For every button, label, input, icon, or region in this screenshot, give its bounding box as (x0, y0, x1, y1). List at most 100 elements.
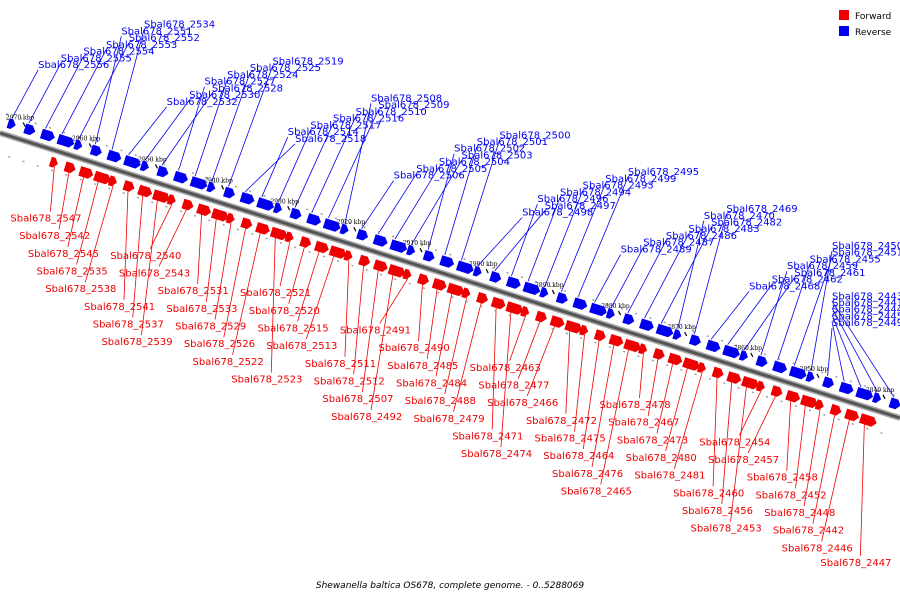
forward-gene-arrow[interactable] (593, 329, 606, 341)
reverse-gene-arrow[interactable] (206, 181, 216, 193)
reverse-gene-arrow[interactable] (772, 360, 787, 374)
reverse-gene-label[interactable]: Sbal678_2489 (621, 244, 692, 255)
forward-gene-arrow[interactable] (858, 413, 877, 427)
reverse-gene-arrow[interactable] (822, 376, 834, 389)
reverse-gene-label[interactable]: Sbal678_2509 (378, 100, 449, 111)
reverse-gene-arrow[interactable] (805, 371, 815, 382)
forward-gene-arrow[interactable] (152, 189, 170, 203)
forward-gene-label[interactable]: Sbal678_2541 (84, 302, 155, 313)
forward-gene-label[interactable]: Sbal678_2523 (231, 374, 302, 385)
forward-gene-arrow[interactable] (78, 166, 94, 179)
forward-gene-arrow[interactable] (461, 287, 471, 299)
reverse-gene-label[interactable]: Sbal678_2501 (477, 137, 548, 148)
reverse-gene-label[interactable]: Sbal678_2497 (545, 201, 616, 212)
forward-gene-arrow[interactable] (476, 292, 488, 304)
forward-gene-label[interactable]: Sbal678_2488 (405, 396, 476, 407)
reverse-gene-arrow[interactable] (23, 123, 36, 136)
reverse-gene-arrow[interactable] (189, 176, 208, 190)
gene-labels[interactable]: Sbal678_2556Sbal678_2555Sbal678_2554Sbal… (10, 20, 900, 569)
reverse-gene-arrow[interactable] (123, 155, 141, 169)
reverse-gene-label[interactable]: Sbal678_2525 (250, 63, 321, 74)
forward-gene-label[interactable]: Sbal678_2478 (599, 400, 670, 411)
forward-gene-label[interactable]: Sbal678_2513 (266, 341, 337, 352)
reverse-gene-label[interactable]: Sbal678_2534 (144, 20, 215, 31)
reverse-gene-arrow[interactable] (655, 323, 674, 338)
forward-gene-arrow[interactable] (564, 320, 582, 334)
forward-gene-label[interactable]: Sbal678_2492 (331, 412, 402, 423)
reverse-gene-arrow[interactable] (389, 239, 408, 253)
forward-gene-label[interactable]: Sbal678_2465 (561, 486, 632, 497)
forward-gene-arrow[interactable] (137, 184, 153, 198)
reverse-gene-arrow[interactable] (239, 192, 255, 205)
reverse-gene-label[interactable]: Sbal678_2506 (394, 171, 465, 182)
forward-gene-label[interactable]: Sbal678_2511 (305, 359, 376, 370)
reverse-gene-label[interactable]: Sbal678_2482 (711, 218, 782, 229)
forward-gene-label[interactable]: Sbal678_2446 (782, 543, 853, 554)
reverse-gene-label[interactable]: Sbal678_2514 (288, 127, 359, 138)
reverse-gene-label[interactable]: Sbal678_2495 (628, 167, 699, 178)
reverse-gene-label[interactable]: Sbal678_2487 (643, 238, 714, 249)
forward-gene-label[interactable]: Sbal678_2442 (773, 526, 844, 537)
reverse-gene-label[interactable]: Sbal678_2519 (272, 56, 343, 67)
reverse-gene-label[interactable]: Sbal678_2555 (61, 53, 132, 64)
reverse-gene-label[interactable]: Sbal678_2499 (605, 174, 676, 185)
reverse-gene-arrow[interactable] (439, 255, 455, 268)
forward-gene-label[interactable]: Sbal678_2452 (755, 490, 826, 501)
reverse-gene-arrow[interactable] (672, 329, 682, 340)
reverse-gene-arrow[interactable] (705, 339, 721, 353)
reverse-gene-label[interactable]: Sbal678_2450 (832, 241, 900, 252)
forward-gene-label[interactable]: Sbal678_2467 (608, 418, 679, 429)
forward-gene-label[interactable]: Sbal678_2542 (19, 231, 90, 242)
forward-gene-arrow[interactable] (166, 194, 176, 205)
forward-gene-label[interactable]: Sbal678_2520 (249, 306, 320, 317)
reverse-gene-label[interactable]: Sbal678_2496 (537, 194, 608, 205)
forward-gene-arrow[interactable] (417, 273, 429, 285)
forward-gene-arrow[interactable] (63, 161, 76, 174)
reverse-gene-arrow[interactable] (505, 276, 521, 289)
reverse-gene-label[interactable]: Sbal678_2498 (522, 208, 593, 219)
reverse-gene-arrow[interactable] (722, 344, 740, 359)
reverse-gene-arrow[interactable] (572, 297, 588, 310)
forward-gene-arrow[interactable] (652, 348, 665, 360)
forward-gene-label[interactable]: Sbal678_2521 (240, 288, 311, 299)
forward-gene-arrow[interactable] (328, 245, 347, 259)
reverse-gene-arrow[interactable] (56, 134, 75, 148)
forward-gene-label[interactable]: Sbal678_2480 (626, 453, 697, 464)
reverse-gene-label[interactable]: Sbal678_2530 (189, 90, 260, 101)
reverse-gene-arrow[interactable] (39, 128, 55, 142)
forward-gene-arrow[interactable] (299, 236, 312, 248)
forward-gene-label[interactable]: Sbal678_2472 (526, 416, 597, 427)
reverse-gene-label[interactable]: Sbal678_2528 (212, 83, 283, 94)
forward-gene-arrow[interactable] (343, 250, 353, 261)
forward-gene-arrow[interactable] (800, 394, 818, 409)
forward-gene-label[interactable]: Sbal678_2447 (820, 558, 891, 569)
forward-gene-arrow[interactable] (210, 208, 229, 222)
reverse-gene-label[interactable]: Sbal678_2510 (356, 107, 427, 118)
forward-gene-label[interactable]: Sbal678_2491 (340, 325, 411, 336)
forward-gene-arrow[interactable] (240, 217, 253, 229)
forward-gene-label[interactable]: Sbal678_2484 (396, 378, 467, 389)
reverse-gene-arrow[interactable] (356, 228, 369, 241)
forward-gene-arrow[interactable] (269, 226, 288, 241)
reverse-gene-arrow[interactable] (855, 387, 873, 401)
reverse-gene-arrow[interactable] (89, 144, 102, 157)
forward-gene-arrow[interactable] (107, 175, 117, 187)
reverse-gene-arrow[interactable] (372, 234, 388, 247)
reverse-gene-label[interactable]: Sbal678_2444 (832, 305, 900, 316)
forward-gene-arrow[interactable] (770, 385, 783, 397)
reverse-gene-label[interactable]: Sbal678_2451 (832, 248, 900, 259)
forward-gene-arrow[interactable] (741, 376, 759, 390)
reverse-gene-label[interactable]: Sbal678_2552 (129, 33, 200, 44)
forward-gene-arrow[interactable] (196, 203, 211, 216)
forward-gene-label[interactable]: Sbal678_2529 (175, 322, 246, 333)
reverse-gene-arrow[interactable] (838, 381, 854, 395)
reverse-gene-arrow[interactable] (406, 244, 416, 256)
reverse-gene-label[interactable]: Sbal678_2505 (416, 164, 487, 175)
reverse-gene-arrow[interactable] (555, 292, 568, 304)
forward-gene-label[interactable]: Sbal678_2490 (379, 343, 450, 354)
forward-gene-label[interactable]: Sbal678_2522 (193, 357, 264, 368)
reverse-gene-arrow[interactable] (73, 139, 83, 150)
forward-gene-label[interactable]: Sbal678_2526 (184, 339, 255, 350)
reverse-gene-arrow[interactable] (455, 260, 474, 275)
forward-gene-arrow[interactable] (579, 324, 589, 336)
